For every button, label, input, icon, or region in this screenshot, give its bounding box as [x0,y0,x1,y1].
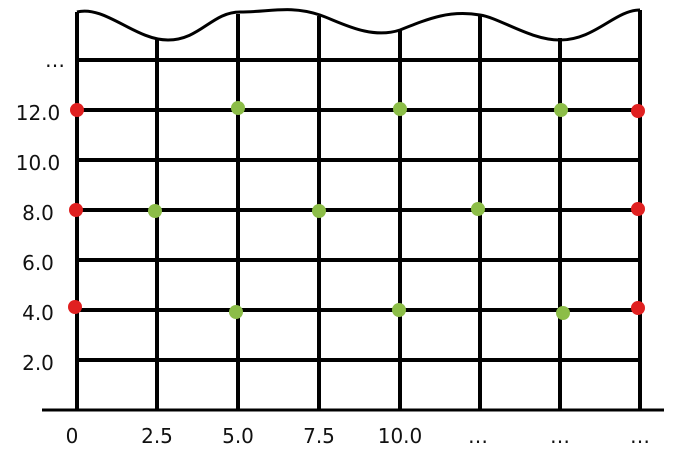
red-dot [70,103,84,117]
green-dot [556,306,570,320]
green-dot [393,102,407,116]
y-tick-label: 10.0 [16,151,61,175]
y-tick-label: 8.0 [22,201,54,225]
green-dot [312,204,326,218]
green-dot [231,101,245,115]
x-tick-label: 7.5 [303,424,335,448]
x-tick-label: … [550,424,570,448]
x-tick-label: 10.0 [378,424,423,448]
y-tick-label: 6.0 [22,251,54,275]
red-dot [631,104,645,118]
y-tick-label: 4.0 [22,301,54,325]
x-tick-label: 2.5 [141,424,173,448]
x-tick-label: 5.0 [222,424,254,448]
green-dot [229,305,243,319]
y-tick-label: 2.0 [22,351,54,375]
green-dot [471,202,485,216]
red-dot [631,301,645,315]
y-tick-label: 12.0 [16,101,61,125]
x-tick-label: … [468,424,488,448]
red-dot [68,300,82,314]
green-dot [554,103,568,117]
green-dot [148,204,162,218]
red-dot [631,202,645,216]
x-tick-label: … [630,424,650,448]
red-dot [69,203,83,217]
x-tick-label: 0 [66,424,79,448]
wavy-top-boundary [76,8,641,42]
green-dot [392,303,406,317]
y-tick-label: … [45,48,65,72]
